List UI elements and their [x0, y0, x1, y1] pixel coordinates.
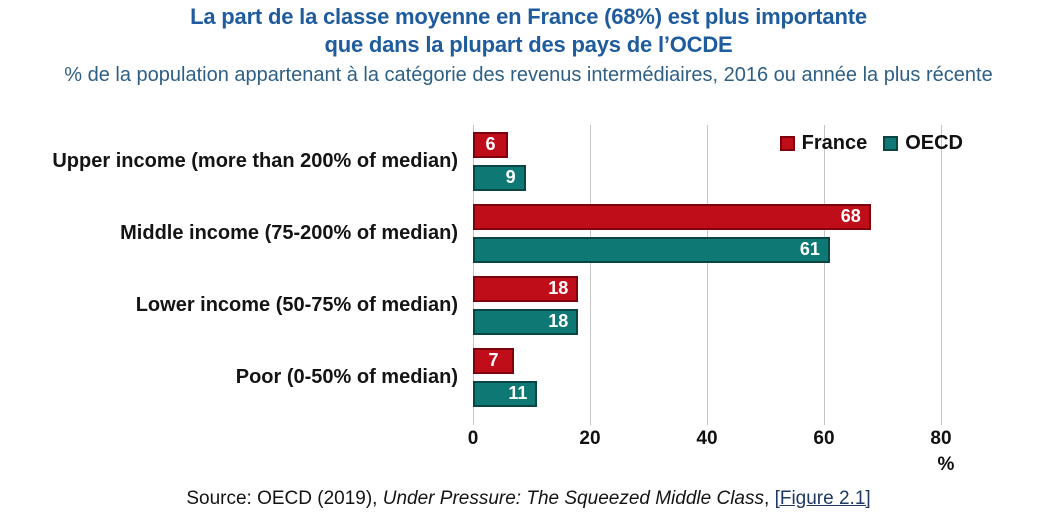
gridline-60 — [824, 125, 825, 425]
bar-value-label: 9 — [505, 167, 516, 187]
x-tick-label-0: 0 — [467, 428, 479, 449]
x-tick-label-80: 80 — [930, 428, 952, 449]
category-label-row1: Middle income (75-200% of median) — [120, 222, 458, 244]
x-axis-unit-label: % — [937, 454, 955, 475]
gridline-40 — [707, 125, 708, 425]
bar-value-label: 7 — [488, 350, 499, 370]
bar-oecd-row3: 11 — [473, 381, 538, 407]
bar-oecd-row2: 18 — [473, 309, 579, 335]
source-note: Source: OECD (2019), Under Pressure: The… — [0, 488, 1057, 510]
category-label-row0: Upper income (more than 200% of median) — [52, 150, 458, 172]
bar-value-label: 11 — [508, 383, 528, 403]
legend: France OECD — [779, 132, 963, 155]
x-tick-label-60: 60 — [813, 428, 835, 449]
source-book-title: Under Pressure: The Squeezed Middle Clas… — [382, 488, 764, 509]
bar-value-label: 18 — [548, 278, 569, 298]
x-tick-label-40: 40 — [696, 428, 718, 449]
category-label-row2: Lower income (50-75% of median) — [135, 294, 458, 316]
chart-title-line2: que dans la plupart des pays de l’OCDE — [324, 32, 733, 57]
bar-oecd-row1: 61 — [473, 237, 830, 263]
plot-area: France OECD 6 68 18 7 9 61 18 11 — [473, 125, 973, 425]
france-swatch-icon — [779, 136, 795, 151]
bar-france-row2: 18 — [473, 276, 579, 302]
chart-title-line1: La part de la classe moyenne en France (… — [190, 4, 867, 29]
legend-item-france: France — [779, 132, 868, 155]
source-prefix: Source: OECD (2019), — [186, 488, 383, 509]
gridline-0 — [473, 125, 474, 425]
gridline-80 — [941, 125, 942, 425]
bar-france-row0: 6 — [473, 132, 509, 158]
figure-link[interactable]: [Figure 2.1] — [774, 488, 871, 509]
bar-value-label: 68 — [840, 206, 861, 226]
chart-subtitle: % de la population appartenant à la caté… — [64, 64, 993, 86]
oecd-swatch-icon — [883, 136, 899, 151]
bar-oecd-row0: 9 — [473, 165, 526, 191]
x-tick-label-20: 20 — [579, 428, 601, 449]
bar-value-label: 18 — [548, 311, 569, 331]
legend-label-oecd: OECD — [905, 132, 963, 154]
legend-item-oecd: OECD — [883, 132, 963, 155]
chart-title: La part de la classe moyenne en France (… — [0, 0, 1057, 59]
bar-france-row3: 7 — [473, 348, 514, 374]
bar-value-label: 6 — [485, 134, 496, 154]
bar-france-row1: 68 — [473, 204, 871, 230]
legend-label-france: France — [801, 132, 868, 154]
source-separator: , — [764, 488, 775, 509]
gridline-20 — [590, 125, 591, 425]
bar-value-label: 61 — [799, 239, 820, 259]
category-label-row3: Poor (0-50% of median) — [235, 366, 458, 388]
